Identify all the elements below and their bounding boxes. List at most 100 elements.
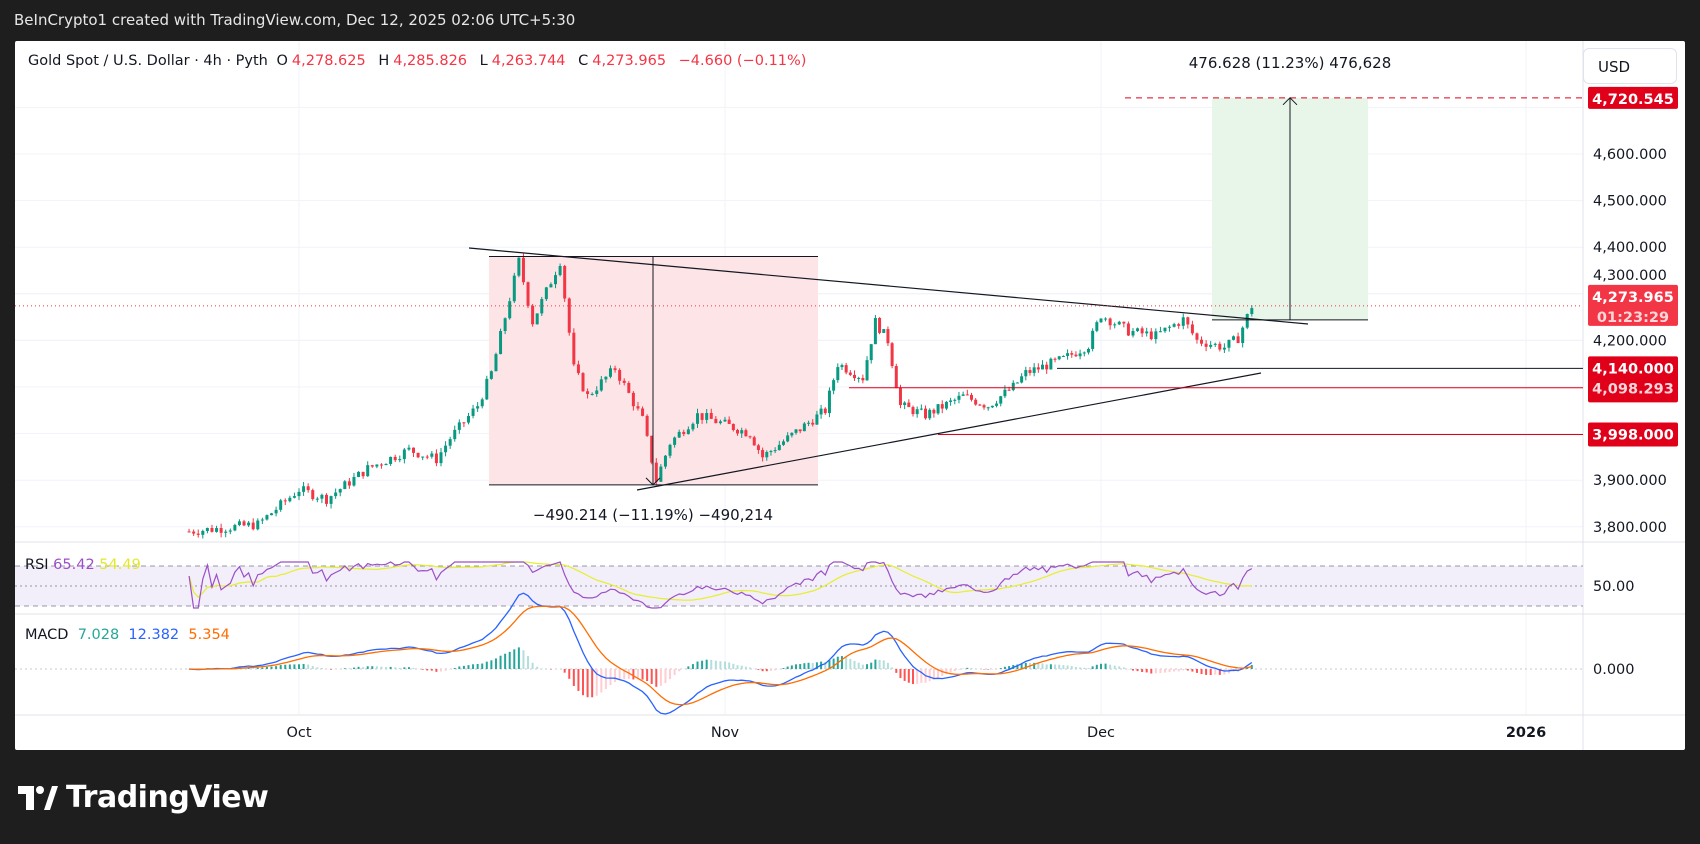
candle-body [932,409,936,414]
macd-histogram-bar [1054,664,1057,669]
candle-body [334,492,338,497]
candle-body [686,429,690,435]
candle-body [1145,331,1149,334]
macd-histogram-bar [458,666,461,669]
candle-body [499,331,503,355]
candle-body [744,430,748,437]
candle-body [1213,343,1217,345]
macd-histogram-bar [1214,669,1217,675]
candle-body [224,531,228,533]
candle-body [366,465,370,477]
candle-body [242,521,246,526]
candle-body [604,376,608,380]
candle-body [1113,324,1117,326]
level-price-label [1588,422,1678,447]
candle-body [485,378,489,400]
candle-body [1074,354,1078,357]
candle-body [215,528,219,532]
macd-histogram-bar [646,669,649,682]
candle-body [740,430,744,434]
candle-body [894,366,898,389]
candle-body [549,284,553,288]
currency-button[interactable]: USD [1583,48,1677,84]
candle-body [949,400,953,402]
candle-body [723,419,727,422]
macd-histogram-bar [1087,667,1090,669]
macd-histogram-bar [375,666,378,669]
candle-body [673,437,677,445]
tradingview-logo-icon [18,785,58,810]
candle-body [1061,355,1065,357]
candle-body [535,313,539,325]
candle-body [924,408,928,419]
candle-body [595,390,599,394]
low-value: 4,263.744 [491,53,566,69]
candle-body [439,452,443,464]
candle-body [457,422,461,430]
logo-text: TradingView [66,780,269,815]
candle-body [1172,324,1176,327]
candle-body [476,406,480,409]
macd-histogram-bar [499,655,502,669]
candle-body [288,497,292,502]
drop-measure-label: −490.214 (−11.19%) −490,214 [533,506,773,524]
candle-body [995,403,999,406]
candle-body [641,408,645,416]
macd-histogram-bar [330,669,333,670]
macd-histogram-bar [641,669,644,680]
macd-histogram-bar [1182,669,1185,671]
macd-histogram-bar [878,659,881,669]
macd-histogram-bar [1186,669,1189,671]
macd-histogram-bar [945,669,948,675]
candle-body [898,388,902,405]
macd-histogram-bar [293,664,296,669]
candle-body [192,531,196,534]
macd-histogram-bar [1191,669,1194,672]
macd-histogram-bar [1020,663,1023,669]
candle-body [320,494,324,499]
macd-histogram-bar [903,669,906,681]
macd-value: 12.382 [128,627,180,643]
target-price-label [1588,86,1678,109]
close-value: 4,273.965 [592,53,667,69]
macd-histogram-bar [765,669,768,672]
time-tick-label: Dec [1087,725,1115,741]
macd-histogram-bar [494,658,497,669]
candle-body [705,412,709,420]
candle-body [645,415,649,436]
macd-histogram-bar [1041,663,1044,669]
chart-panel[interactable]: −490.214 (−11.19%) −490,214 476.628 (11.2… [15,41,1685,750]
candle-body [205,527,209,531]
candle-body [421,456,425,458]
macd-histogram-bar [1091,666,1094,669]
rsi-label: RSI [25,557,49,573]
tradingview-logo[interactable]: TradingView [18,780,269,815]
candle-body [1082,352,1086,354]
candle-body [412,447,416,453]
macd-histogram-bar [1113,665,1116,669]
macd-histogram-bar [1218,669,1221,675]
macd-histogram-bar [586,669,589,698]
macd-histogram-bar [371,666,374,669]
change-value: −4.660 (−0.11%) [678,53,807,69]
macd-histogram-bar [1195,669,1198,673]
macd-histogram-bar [882,660,885,669]
macd-histogram-bar [673,669,676,676]
macd-histogram-bar [749,667,752,669]
chart-canvas[interactable]: −490.214 (−11.19%) −490,214 476.628 (11.2… [15,41,1685,750]
candle-body [903,402,907,405]
macd-histogram-bar [343,668,346,669]
candle-body [731,423,735,430]
macd-histogram-bar [769,669,772,671]
macd-histogram-bar [527,656,530,669]
candle-body [444,445,448,453]
candle-body [1158,331,1162,333]
candle-body [576,364,580,374]
macd-histogram-bar [1049,664,1052,669]
candle-body [279,500,283,510]
macd-histogram-bar [403,667,406,669]
macd-histogram-bar [1037,663,1040,669]
candle-body [1108,318,1112,326]
candle-body [1140,328,1144,334]
candle-body [622,380,626,383]
